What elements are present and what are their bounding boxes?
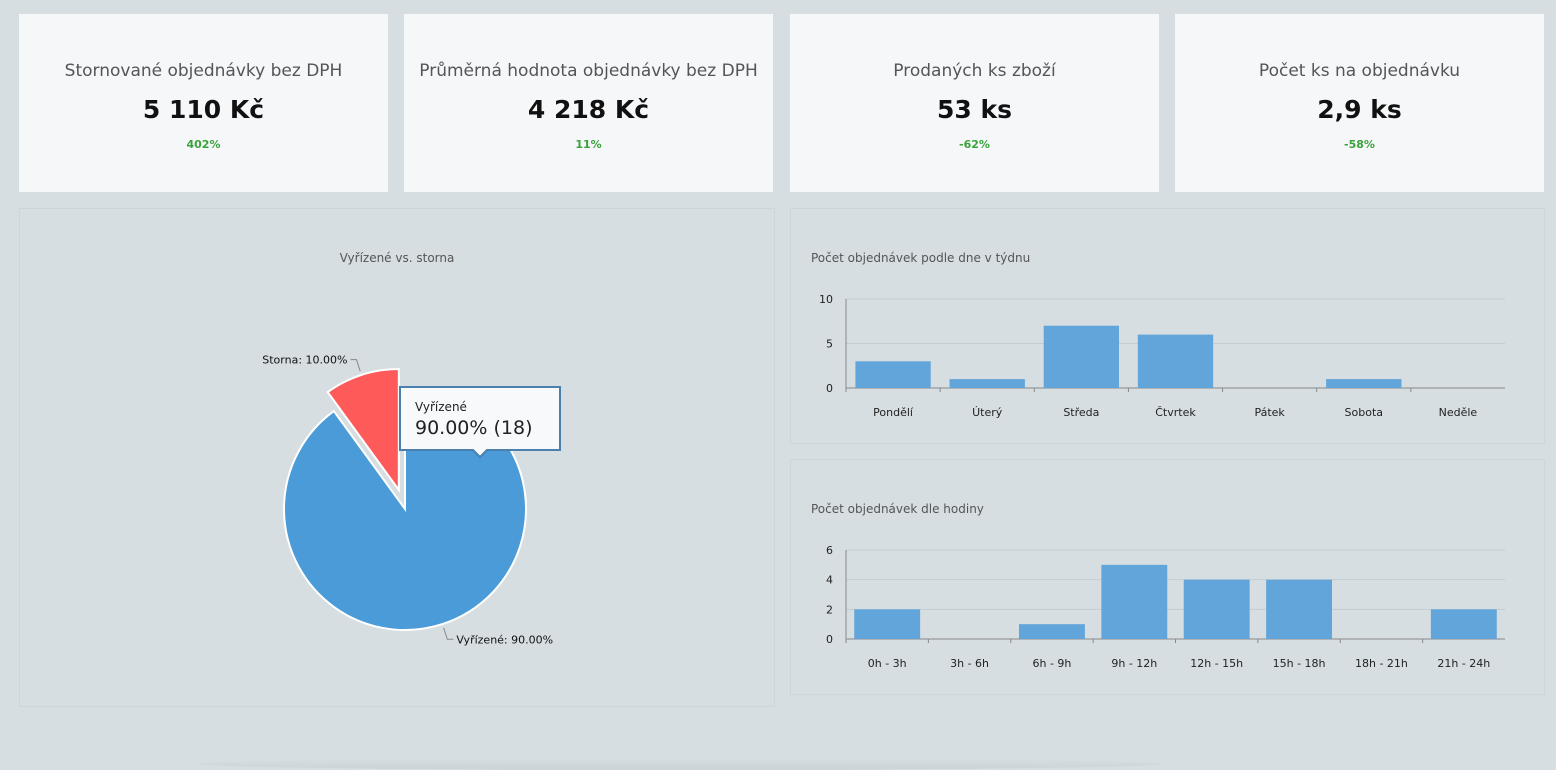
y-tick-label: 6	[826, 544, 833, 557]
kpi-value: 5 110 Kč	[142, 95, 265, 124]
bar-9h-12h[interactable]	[1101, 564, 1168, 639]
bar-pondělí[interactable]	[855, 361, 931, 388]
hour-bar-chart-panel: Počet objednávek dle hodiny 6 4 2 0 0h - 3h 3…	[790, 459, 1545, 695]
hour-chart-title: Počet objednávek dle hodiny	[811, 502, 984, 516]
x-tick-label: 9h - 12h	[1111, 657, 1157, 670]
y-tick-label: 2	[826, 603, 833, 616]
pie-label-connector	[350, 359, 361, 372]
pie-chart-title: Vyřízené vs. storna	[340, 251, 455, 265]
hour-bar-chart: Počet objednávek dle hodiny 6 4 2 0 0h - 3h 3…	[811, 502, 1505, 670]
y-tick-label: 0	[826, 382, 833, 395]
bar-21h-24h[interactable]	[1430, 609, 1497, 639]
kpi-value: 53 ks	[937, 95, 1012, 124]
kpi-card-cancelled-orders: Stornované objednávky bez DPH 5 110 Kč 4…	[19, 14, 388, 192]
x-tick-label: 18h - 21h	[1355, 657, 1408, 670]
weekday-bar-chart: Počet objednávek podle dne v týdnu 10 5 0 P…	[811, 251, 1505, 419]
x-tick-label: Pondělí	[873, 406, 914, 419]
x-tick-label: 15h - 18h	[1273, 657, 1326, 670]
bar-čtvrtek[interactable]	[1137, 334, 1214, 388]
tooltip-label: Vyřízené	[415, 400, 467, 414]
pie-chart-panel: Vyřízené vs. storna Vyřízené: 90.00% Stor…	[19, 208, 775, 707]
kpi-title: Průměrná hodnota objednávky bez DPH	[419, 61, 758, 81]
kpi-card-average-order-value: Průměrná hodnota objednávky bez DPH 4 21…	[404, 14, 773, 192]
y-tick-label: 10	[819, 293, 833, 306]
pie-slice-storna[interactable]	[326, 367, 400, 494]
x-tick-label: Středa	[1063, 406, 1099, 419]
kpi-change: -62%	[959, 138, 990, 151]
kpi-card-items-sold: Prodaných ks zboží 53 ks -62%	[790, 14, 1159, 192]
kpi-value: 2,9 ks	[1317, 95, 1402, 124]
y-tick-label: 0	[826, 633, 833, 646]
x-tick-label: 3h - 6h	[950, 657, 989, 670]
kpi-value: 4 218 Kč	[527, 95, 650, 124]
bar-středa[interactable]	[1043, 325, 1120, 388]
y-tick-label: 5	[826, 338, 833, 351]
weekday-chart-title: Počet objednávek podle dne v týdnu	[811, 251, 1030, 265]
pie-slice-label: Storna: 10.00%	[262, 354, 347, 367]
kpi-title: Stornované objednávky bez DPH	[64, 61, 343, 81]
kpi-change: 11%	[575, 138, 602, 151]
x-tick-label: Sobota	[1345, 406, 1383, 419]
kpi-change: -58%	[1344, 138, 1375, 151]
x-tick-label: Čtvrtek	[1155, 406, 1196, 419]
x-tick-label: 12h - 15h	[1190, 657, 1243, 670]
tooltip-value: 90.00% (18)	[415, 417, 533, 439]
x-tick-label: 6h - 9h	[1032, 657, 1071, 670]
kpi-card-items-per-order: Počet ks na objednávku 2,9 ks -58%	[1175, 14, 1544, 192]
kpi-title: Prodaných ks zboží	[893, 61, 1056, 81]
pie-slice-label: Vyřízené: 90.00%	[456, 633, 553, 646]
x-tick-label: Úterý	[972, 406, 1003, 419]
x-tick-label: Pátek	[1254, 406, 1285, 419]
bar-6h-9h[interactable]	[1018, 624, 1085, 639]
bar-12h-15h[interactable]	[1183, 579, 1250, 639]
kpi-title: Počet ks na objednávku	[1258, 61, 1461, 81]
footer-shadow	[200, 758, 1160, 770]
bar-15h-18h[interactable]	[1266, 579, 1333, 639]
bar-úterý[interactable]	[949, 379, 1025, 388]
bar-0h-3h[interactable]	[854, 609, 921, 639]
x-tick-label: Neděle	[1439, 406, 1478, 419]
pie-chart: Vyřízené vs. storna Vyřízené: 90.00% Stor…	[262, 251, 561, 646]
kpi-change: 402%	[186, 138, 221, 151]
x-tick-label: 0h - 3h	[868, 657, 907, 670]
pie-label-connector	[443, 627, 454, 640]
bar-sobota[interactable]	[1326, 379, 1402, 388]
y-tick-label: 4	[826, 574, 833, 587]
pie-tooltip: Vyřízené 90.00% (18)	[399, 386, 561, 459]
weekday-bar-chart-panel: Počet objednávek podle dne v týdnu 10 5 0 P…	[790, 208, 1545, 444]
x-tick-label: 21h - 24h	[1437, 657, 1490, 670]
